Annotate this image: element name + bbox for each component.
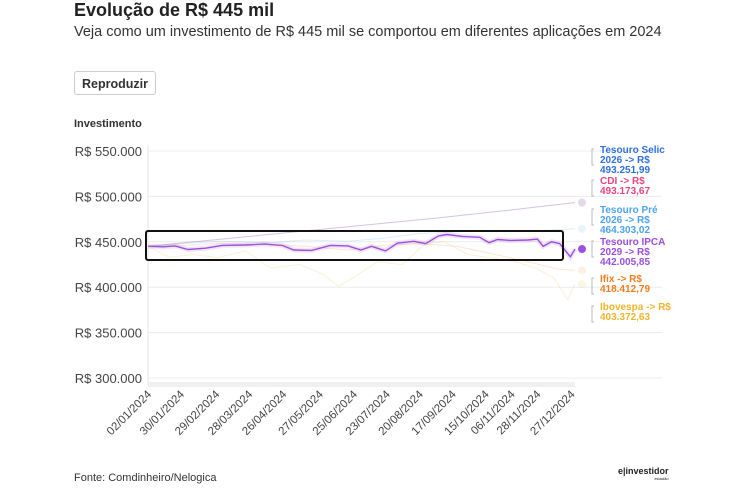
series-end-dot bbox=[578, 198, 586, 207]
label-line: 403.372,63 bbox=[600, 312, 650, 323]
series-line-glow bbox=[147, 231, 578, 262]
series-end-label: Tesouro Pré 2026 -> R$ 464.303,02 bbox=[600, 205, 658, 236]
label-line: 442.005,85 bbox=[600, 257, 650, 268]
y-tick-label: R$ 350.000 bbox=[75, 326, 142, 341]
y-tick-label: R$ 500.000 bbox=[75, 189, 142, 204]
play-button[interactable]: Reproduzir bbox=[74, 71, 156, 95]
label-line: 464.303,02 bbox=[600, 225, 650, 236]
series-end-dot bbox=[578, 245, 586, 254]
label-line: 418.412,79 bbox=[600, 284, 650, 295]
highlight-box bbox=[145, 230, 564, 261]
logo-subtext: estadão bbox=[654, 476, 669, 481]
y-tick-label: R$ 300.000 bbox=[75, 371, 142, 386]
label-bracket bbox=[591, 277, 594, 295]
label-line: 2026 -> R$ bbox=[600, 155, 650, 166]
label-line: 493.251,99 bbox=[600, 165, 650, 176]
label-line: Tesouro IPCA bbox=[600, 237, 665, 248]
label-bracket bbox=[591, 148, 594, 166]
y-tick-label: R$ 550.000 bbox=[75, 144, 142, 159]
label-line: 493.173,67 bbox=[600, 186, 650, 197]
series-end-label: Tesouro IPCA 2029 -> R$ 442.005,85 bbox=[600, 237, 665, 268]
y-tick-label: R$ 400.000 bbox=[75, 280, 142, 295]
label-line: 2026 -> R$ bbox=[600, 215, 650, 226]
label-line: Ifix -> R$ bbox=[600, 274, 642, 285]
label-line: 2029 -> R$ bbox=[600, 247, 650, 258]
series-end-dot bbox=[578, 198, 586, 207]
label-bracket bbox=[591, 208, 594, 226]
chart-title: Evolução de R$ 445 mil bbox=[74, 0, 275, 20]
chart-subtitle: Veja como um investimento de R$ 445 mil … bbox=[74, 24, 662, 40]
x-axis-band bbox=[148, 382, 575, 387]
series-end-label: Tesouro Selic 2026 -> R$ 493.251,99 bbox=[600, 145, 665, 176]
series-line-tesouro-ipca-2029 bbox=[147, 233, 576, 259]
series-end-label: CDI -> R$ 493.173,67 bbox=[600, 176, 650, 197]
label-line: Ibovespa -> R$ bbox=[600, 302, 671, 313]
label-bracket bbox=[591, 305, 594, 323]
series-end-label: Ibovespa -> R$ 403.372,63 bbox=[600, 302, 671, 323]
label-bracket bbox=[591, 179, 594, 197]
label-line: Tesouro Pré bbox=[600, 205, 658, 216]
series-end-dot bbox=[578, 280, 586, 289]
y-tick-label: R$ 450.000 bbox=[75, 235, 142, 250]
series-line-cdi bbox=[147, 202, 576, 247]
series-line-ifix bbox=[147, 242, 576, 271]
source-note: Fonte: Comdinheiro/Nelogica bbox=[74, 472, 217, 484]
series-end-label: Ifix -> R$ 418.412,79 bbox=[600, 274, 650, 295]
series-end-dot bbox=[578, 224, 586, 233]
y-axis-title: Investimento bbox=[74, 118, 142, 130]
label-bracket bbox=[591, 240, 594, 258]
series-end-dot bbox=[578, 266, 586, 275]
series-line-tesouro-selic-2026 bbox=[147, 202, 576, 247]
logo-text: e|investidor bbox=[618, 466, 669, 476]
brand-logo: e|investidor estadão bbox=[618, 466, 669, 481]
series-line-ibovespa bbox=[147, 241, 576, 301]
label-line: Tesouro Selic bbox=[600, 145, 665, 156]
label-line: CDI -> R$ bbox=[600, 176, 645, 187]
